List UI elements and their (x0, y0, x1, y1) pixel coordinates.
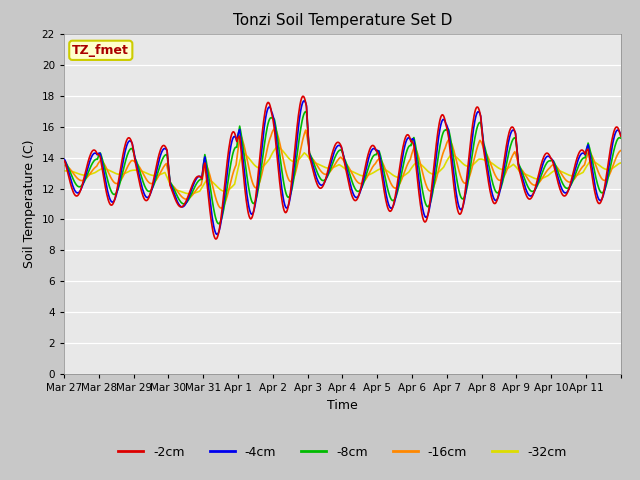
-16cm (433, 176, 440, 181)
-4cm (125, 138, 133, 144)
-32cm (617, 160, 625, 166)
-8cm (302, 108, 310, 114)
-2cm (299, 93, 307, 99)
-8cm (228, 153, 236, 158)
-2cm (617, 133, 625, 139)
Legend: -2cm, -4cm, -8cm, -16cm, -32cm: -2cm, -4cm, -8cm, -16cm, -32cm (113, 441, 572, 464)
-32cm (228, 183, 236, 189)
-2cm (60, 158, 68, 164)
-8cm (125, 147, 133, 153)
-16cm (256, 178, 264, 184)
-32cm (273, 144, 280, 150)
-8cm (617, 135, 625, 141)
-16cm (217, 205, 225, 211)
-16cm (278, 150, 285, 156)
-2cm (256, 153, 264, 158)
-4cm (256, 163, 264, 168)
-8cm (401, 154, 409, 159)
-2cm (433, 141, 440, 146)
Line: -4cm: -4cm (64, 101, 621, 234)
Line: -2cm: -2cm (64, 96, 621, 239)
-8cm (60, 158, 68, 164)
-4cm (228, 137, 236, 143)
X-axis label: Time: Time (327, 399, 358, 412)
-2cm (212, 236, 220, 242)
-4cm (300, 98, 308, 104)
Line: -32cm: -32cm (64, 147, 621, 194)
-2cm (228, 130, 236, 135)
-4cm (213, 231, 221, 237)
-8cm (277, 162, 285, 168)
Title: Tonzi Soil Temperature Set D: Tonzi Soil Temperature Set D (233, 13, 452, 28)
-32cm (401, 172, 409, 178)
-32cm (186, 191, 193, 197)
-8cm (215, 221, 223, 227)
-16cm (617, 148, 625, 154)
-2cm (277, 191, 285, 197)
Y-axis label: Soil Temperature (C): Soil Temperature (C) (23, 140, 36, 268)
Line: -8cm: -8cm (64, 111, 621, 224)
-16cm (271, 126, 279, 132)
-32cm (433, 170, 440, 176)
-4cm (433, 151, 440, 157)
-32cm (125, 168, 133, 174)
-2cm (125, 135, 133, 141)
-32cm (256, 165, 264, 171)
-16cm (60, 163, 68, 168)
Text: TZ_fmet: TZ_fmet (72, 44, 129, 57)
-4cm (277, 180, 285, 186)
-4cm (60, 156, 68, 162)
-4cm (401, 142, 409, 147)
-16cm (125, 161, 133, 167)
-32cm (278, 147, 285, 153)
Line: -16cm: -16cm (64, 129, 621, 208)
-8cm (256, 175, 264, 180)
-16cm (401, 167, 409, 173)
-16cm (228, 172, 236, 178)
-32cm (60, 168, 68, 174)
-8cm (433, 166, 440, 172)
-4cm (617, 132, 625, 137)
-2cm (401, 135, 409, 141)
